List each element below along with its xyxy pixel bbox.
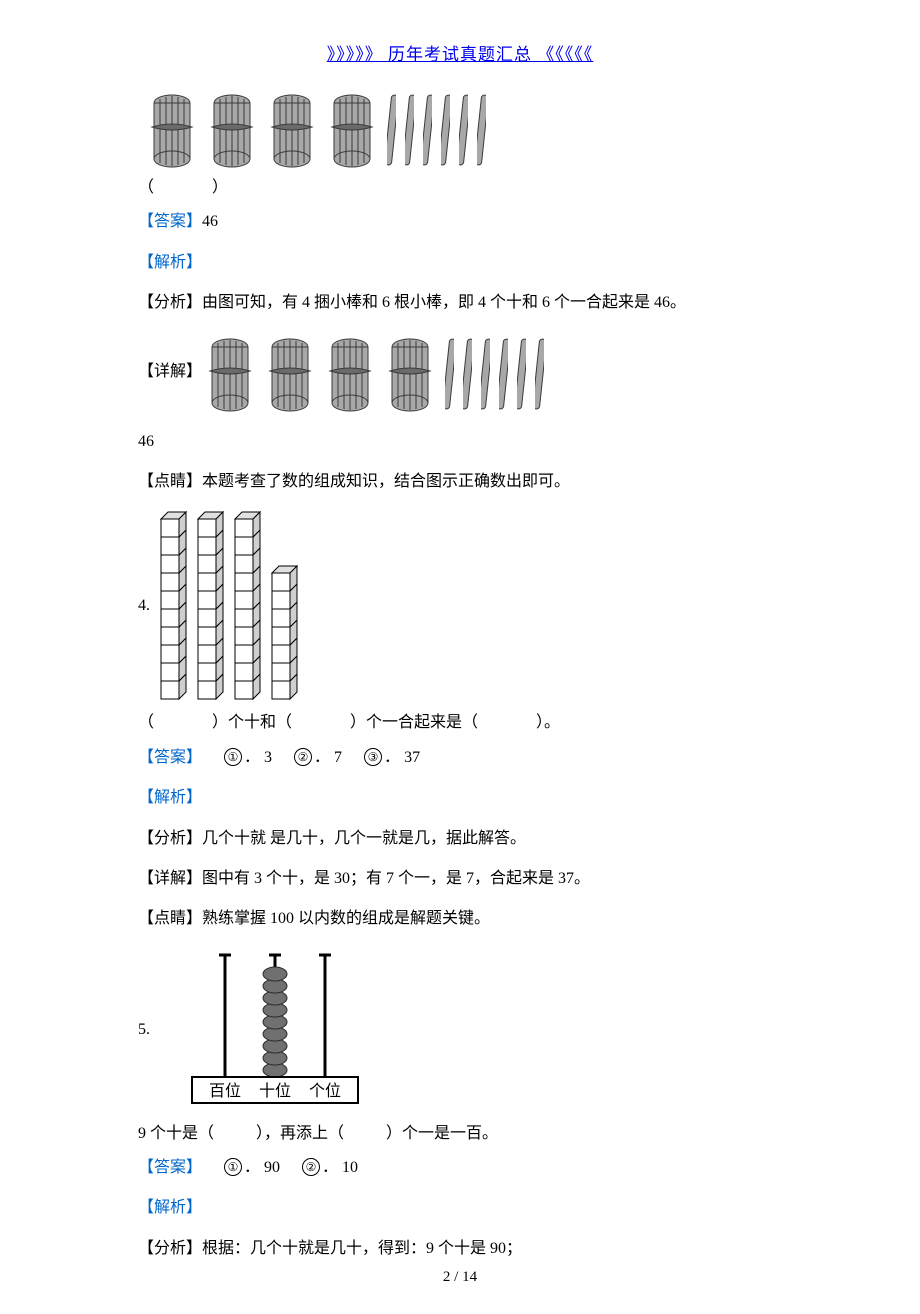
- single-stick-icon: [499, 335, 508, 413]
- dianjing-label: 【点睛】: [138, 473, 202, 490]
- q4-xiangjie: 【详解】图中有 3 个十，是 30；有 7 个一，是 7，合起来是 37。: [138, 864, 782, 894]
- stick-bundle-icon: [384, 335, 436, 413]
- dianjing-text: 本题考查了数的组成知识，结合图示正确数出即可。: [202, 473, 570, 490]
- answer-label: 【答案】: [138, 213, 202, 230]
- q4-fenxi: 【分析】几个十就 是几十，几个一就是几，据此解答。: [138, 824, 782, 854]
- circle-1: ①: [224, 748, 242, 766]
- fenxi-label: 【分析】: [138, 830, 202, 847]
- single-stick-icon: [405, 91, 414, 169]
- fenxi-label: 【分析】: [138, 1240, 202, 1257]
- fenxi-label: 【分析】: [138, 294, 202, 311]
- q5-answer: 【答案】 ①． 90 ②． 10: [138, 1153, 782, 1183]
- svg-text:个位: 个位: [309, 1082, 341, 1100]
- single-stick-icon: [517, 335, 526, 413]
- q3-sticks-image-2: [204, 335, 544, 413]
- single-stick-icon: [481, 335, 490, 413]
- single-stick-icon: [441, 91, 450, 169]
- circle-2: ②: [294, 748, 312, 766]
- paren-right: ）: [212, 179, 228, 196]
- fenxi-text: 几个十就 是几十，几个一就是几，据此解答。: [202, 830, 526, 847]
- cube-column-icon: [234, 511, 261, 700]
- dianjing-label: 【点睛】: [138, 910, 202, 927]
- q3-jiexi: 【解析】: [138, 248, 782, 278]
- xiangjie-label: 【详解】: [138, 870, 202, 887]
- stick-bundle-icon: [324, 335, 376, 413]
- q4-jiexi: 【解析】: [138, 783, 782, 813]
- stick-bundle-icon: [266, 91, 318, 169]
- circle-3: ③: [364, 748, 382, 766]
- paren-left: （: [138, 179, 154, 196]
- cube-column-icon: [271, 565, 298, 700]
- circle-2: ②: [302, 1158, 320, 1176]
- single-stick-icon: [387, 91, 396, 169]
- jiexi-label: 【解析】: [138, 1199, 202, 1216]
- q4-dianjing: 【点睛】熟练掌握 100 以内数的组成是解题关键。: [138, 904, 782, 934]
- dianjing-text: 熟练掌握 100 以内数的组成是解题关键。: [202, 910, 490, 927]
- stick-bundle-icon: [264, 335, 316, 413]
- q5-fenxi: 【分析】根据：几个十就是几十，得到：9 个十是 90；: [138, 1234, 782, 1264]
- fenxi-text: 由图可知，有 4 捆小棒和 6 根小棒，即 4 个十和 6 个一合起来是 46。: [202, 294, 686, 311]
- q3-dianjing: 【点睛】本题考查了数的组成知识，结合图示正确数出即可。: [138, 467, 782, 497]
- svg-text:十位: 十位: [259, 1082, 291, 1100]
- svg-text:百位: 百位: [209, 1082, 241, 1100]
- q3-sticks-image: [146, 91, 782, 169]
- single-stick-icon: [535, 335, 544, 413]
- q3-xiangjie: 【详解】: [138, 329, 782, 417]
- single-stick-icon: [459, 91, 468, 169]
- single-stick-icon: [477, 91, 486, 169]
- page-footer: 2 / 14: [0, 1269, 920, 1286]
- stick-bundle-icon: [204, 335, 256, 413]
- stick-bundle-icon: [326, 91, 378, 169]
- q4-number: 4.: [138, 597, 150, 615]
- q4-answer: 【答案】 ①． 3 ②． 7 ③． 37: [138, 743, 782, 773]
- xiangjie-text: 图中有 3 个十，是 30；有 7 个一，是 7，合起来是 37。: [202, 870, 590, 887]
- q5-row: 5. 百位十位个位: [138, 945, 782, 1115]
- q4-row: 4.: [138, 507, 782, 704]
- cube-column-icon: [160, 511, 187, 700]
- q3-value-46: 46: [138, 427, 782, 457]
- answer-value: 46: [202, 213, 218, 230]
- jiexi-label: 【解析】: [138, 254, 202, 271]
- q5-abacus-image: 百位十位个位: [180, 949, 370, 1109]
- q5-number: 5.: [138, 1021, 150, 1039]
- single-stick-icon: [463, 335, 472, 413]
- q4-sentence: （）个十和（）个一合起来是（）。: [138, 708, 782, 738]
- fenxi-text: 根据：几个十就是几十，得到：9 个十是 90；: [202, 1240, 522, 1257]
- q3-fenxi: 【分析】由图可知，有 4 捆小棒和 6 根小棒，即 4 个十和 6 个一合起来是…: [138, 288, 782, 318]
- answer-label: 【答案】: [138, 1159, 202, 1176]
- xiangjie-label: 【详解】: [138, 357, 202, 387]
- q4-cubes-image: [160, 511, 298, 700]
- exam-archive-link[interactable]: 》》》》》 历年考试真题汇总 《《《《《: [327, 45, 594, 64]
- circle-1: ①: [224, 1158, 242, 1176]
- stick-bundle-icon: [206, 91, 258, 169]
- header-link: 》》》》》 历年考试真题汇总 《《《《《: [138, 40, 782, 65]
- stick-bundle-icon: [146, 91, 198, 169]
- single-stick-icon: [423, 91, 432, 169]
- cube-column-icon: [197, 511, 224, 700]
- q5-jiexi: 【解析】: [138, 1193, 782, 1223]
- jiexi-label: 【解析】: [138, 789, 202, 806]
- single-stick-icon: [445, 335, 454, 413]
- answer-label: 【答案】: [138, 749, 202, 766]
- q5-sentence: 9 个十是（），再添上（）个一是一百。: [138, 1119, 782, 1149]
- q3-answer: 【答案】46: [138, 207, 782, 237]
- q3-blank: （）: [138, 173, 782, 203]
